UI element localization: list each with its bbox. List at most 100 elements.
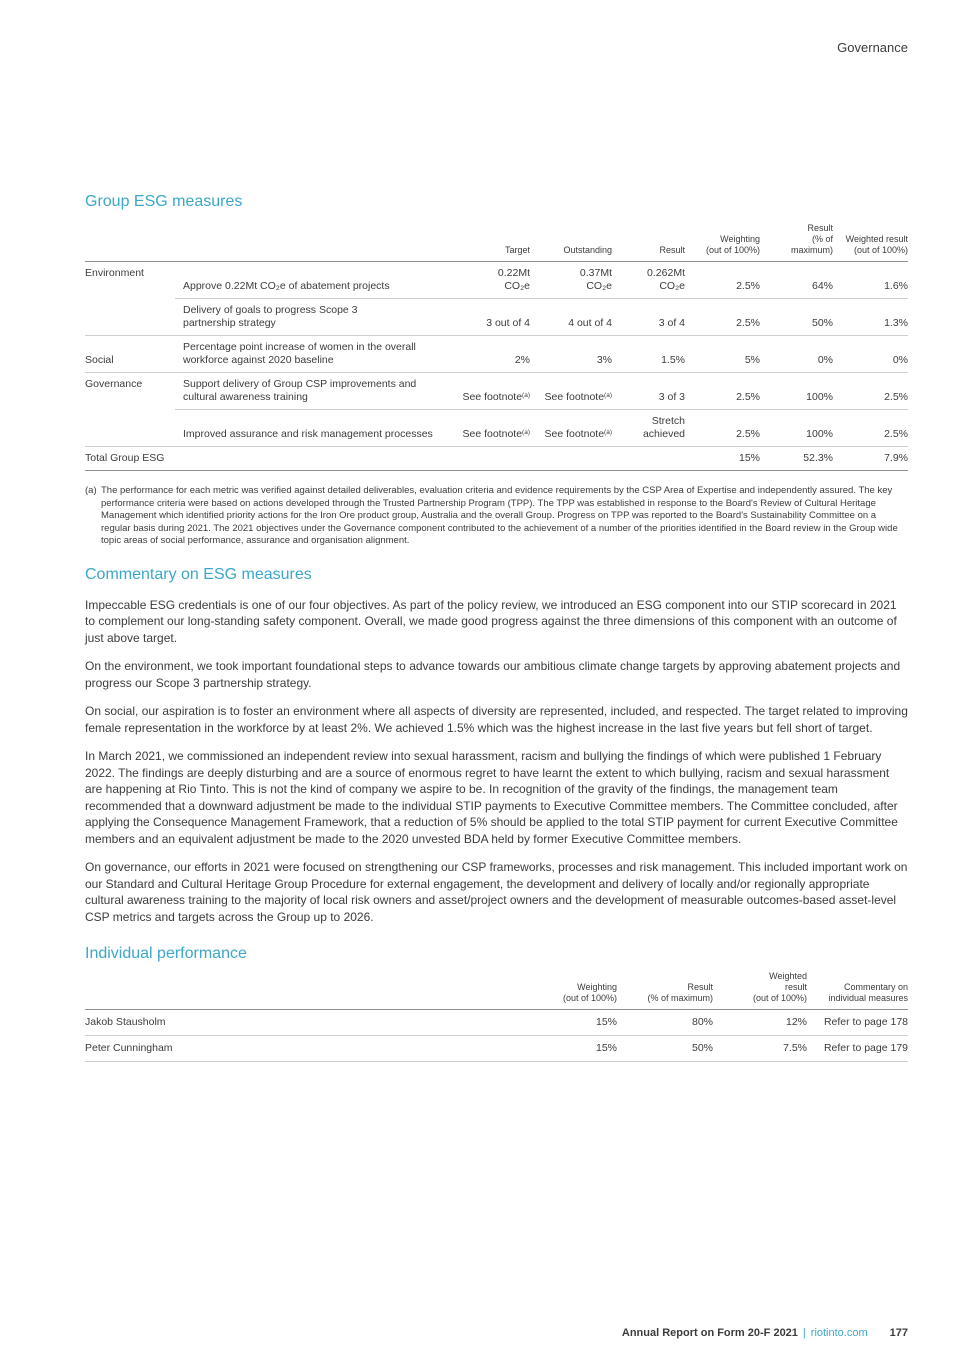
target-cell (453, 446, 530, 471)
result-max-cell: 100% (760, 372, 833, 410)
result-cell: 0.262Mt CO₂e (612, 261, 685, 299)
result-max-cell: 100% (760, 409, 833, 447)
footnote-ref: (a) (522, 429, 530, 436)
weighting-cell: 15% (415, 1009, 617, 1036)
weighted-cell: 7.9% (833, 446, 908, 471)
result-cell: 80% (617, 1009, 713, 1036)
outstanding-value: See footnote (544, 391, 605, 403)
commentary-title: Commentary on ESG measures (85, 565, 312, 583)
executive-name: Peter Cunningham (85, 1035, 415, 1062)
footnote-ref: (a) (604, 429, 612, 436)
esg-row-abatement: Environment Approve 0.22Mt CO₂e of abate… (85, 261, 908, 299)
individual-row-cunningham: Peter Cunningham 15% 50% 7.5% Refer to p… (85, 1035, 908, 1062)
measure-cell: Percentage point increase of women in th… (175, 335, 453, 373)
result-max-cell: 50% (760, 298, 833, 336)
col-header-weighted: Weighted result (out of 100%) (713, 969, 807, 1010)
category-cell: Governance (85, 378, 143, 390)
measure-cell: Improved assurance and risk management p… (175, 409, 453, 447)
page-content: Group ESG measures Target Outstanding Re… (0, 193, 965, 1062)
weighting-cell: 15% (685, 446, 760, 471)
result-cell: Stretch achieved (612, 409, 685, 447)
outstanding-value: 3% (596, 354, 612, 366)
outstanding-cell: 0.37Mt CO₂e (530, 261, 612, 299)
outstanding-cell: 4 out of 4 (530, 298, 612, 336)
target-cell: 2% (453, 335, 530, 373)
footer-page-number: 177 (889, 1327, 908, 1339)
category-cell (85, 409, 175, 447)
result-cell: 1.5% (612, 335, 685, 373)
col-header-result: Result (612, 221, 685, 262)
esg-row-assurance: Improved assurance and risk management p… (85, 409, 908, 447)
commentary-cell: Refer to page 179 (807, 1035, 908, 1062)
result-cell (612, 446, 685, 471)
weighting-cell: 2.5% (685, 409, 760, 447)
weighted-cell: 2.5% (833, 372, 908, 410)
measure-cell: Delivery of goals to progress Scope 3 pa… (175, 298, 453, 336)
commentary-paragraph: On governance, our efforts in 2021 were … (85, 860, 908, 924)
commentary-paragraph: On social, our aspiration is to foster a… (85, 704, 908, 735)
individual-performance-table: Weighting (out of 100%) Result (% of max… (85, 969, 908, 1062)
commentary-paragraph: On the environment, we took important fo… (85, 659, 901, 690)
weighted-cell: 1.3% (833, 298, 908, 336)
col-header-weighted: Weighted result (out of 100%) (833, 221, 908, 262)
esg-row-total: Total Group ESG 15% 52.3% 7.9% (85, 446, 908, 471)
weighted-cell: 7.5% (713, 1035, 807, 1062)
category-cell: Social (85, 335, 175, 373)
col-header-empty (85, 221, 175, 262)
outstanding-value: See footnote (544, 428, 605, 440)
result-cell: 50% (617, 1035, 713, 1062)
section-header-label: Governance (837, 40, 908, 55)
individual-title: Individual performance (85, 945, 247, 962)
footer-separator: | (802, 1327, 806, 1339)
esg-row-scope3: Delivery of goals to progress Scope 3 pa… (85, 298, 908, 336)
col-header-weighting: Weighting (out of 100%) (415, 969, 617, 1010)
col-header-result: Result (% of maximum) (617, 969, 713, 1010)
footnote-marker: (a) (85, 485, 97, 496)
result-cell: 3 of 3 (612, 372, 685, 410)
weighted-cell: 1.6% (833, 261, 908, 299)
commentary-paragraph: In March 2021, we commissioned an indepe… (85, 749, 898, 846)
col-header-commentary: Commentary on individual measures (807, 969, 908, 1010)
outstanding-value: 0.37Mt CO₂e (579, 267, 612, 292)
footnote-text: The performance for each metric was veri… (101, 485, 898, 546)
esg-row-csp-training: Governance Support delivery of Group CSP… (85, 372, 908, 410)
target-value: 3 out of 4 (486, 317, 530, 329)
category-cell (85, 298, 175, 336)
target-cell: 3 out of 4 (453, 298, 530, 336)
footnote-a: (a) The performance for each metric was … (85, 485, 908, 548)
total-label: Total Group ESG (85, 446, 453, 471)
result-max-cell: 64% (760, 261, 833, 299)
esg-row-social-women: Social Percentage point increase of wome… (85, 335, 908, 373)
category-cell: Environment (85, 267, 144, 279)
footnote-ref: (a) (522, 392, 530, 399)
footer-report-title: Annual Report on Form 20-F 2021 (621, 1327, 798, 1339)
col-header-empty (85, 969, 415, 1010)
target-value: 0.22Mt CO₂e (497, 267, 530, 292)
outstanding-cell: See footnote(a) (530, 372, 612, 410)
target-value: See footnote (462, 391, 523, 403)
target-cell: See footnote(a) (453, 372, 530, 410)
outstanding-cell: 3% (530, 335, 612, 373)
footer-website: riotinto.com (810, 1327, 868, 1339)
individual-row-stausholm: Jakob Stausholm 15% 80% 12% Refer to pag… (85, 1009, 908, 1036)
weighting-cell: 2.5% (685, 298, 760, 336)
col-header-empty (175, 221, 453, 262)
esg-header-row: Target Outstanding Result Weighting (out… (85, 221, 908, 262)
result-cell: 3 of 4 (612, 298, 685, 336)
measure-cell: Support delivery of Group CSP improvemen… (175, 372, 453, 410)
commentary-cell: Refer to page 178 (807, 1009, 908, 1036)
target-value: See footnote (462, 428, 523, 440)
measure-cell: Approve 0.22Mt CO₂e of abatement project… (175, 261, 453, 299)
weighting-cell: 2.5% (685, 372, 760, 410)
weighted-cell: 12% (713, 1009, 807, 1036)
weighting-cell: 2.5% (685, 261, 760, 299)
col-header-target: Target (453, 221, 530, 262)
col-header-result-max: Result (% of maximum) (760, 221, 833, 262)
footnote-ref: (a) (604, 392, 612, 399)
result-max-cell: 0% (760, 335, 833, 373)
page-footer: Annual Report on Form 20-F 2021 | riotinto… (622, 1327, 908, 1339)
weighted-cell: 2.5% (833, 409, 908, 447)
individual-header-row: Weighting (out of 100%) Result (% of max… (85, 969, 908, 1010)
commentary-paragraph: Impeccable ESG credentials is one of our… (85, 597, 897, 645)
outstanding-cell: See footnote(a) (530, 409, 612, 447)
